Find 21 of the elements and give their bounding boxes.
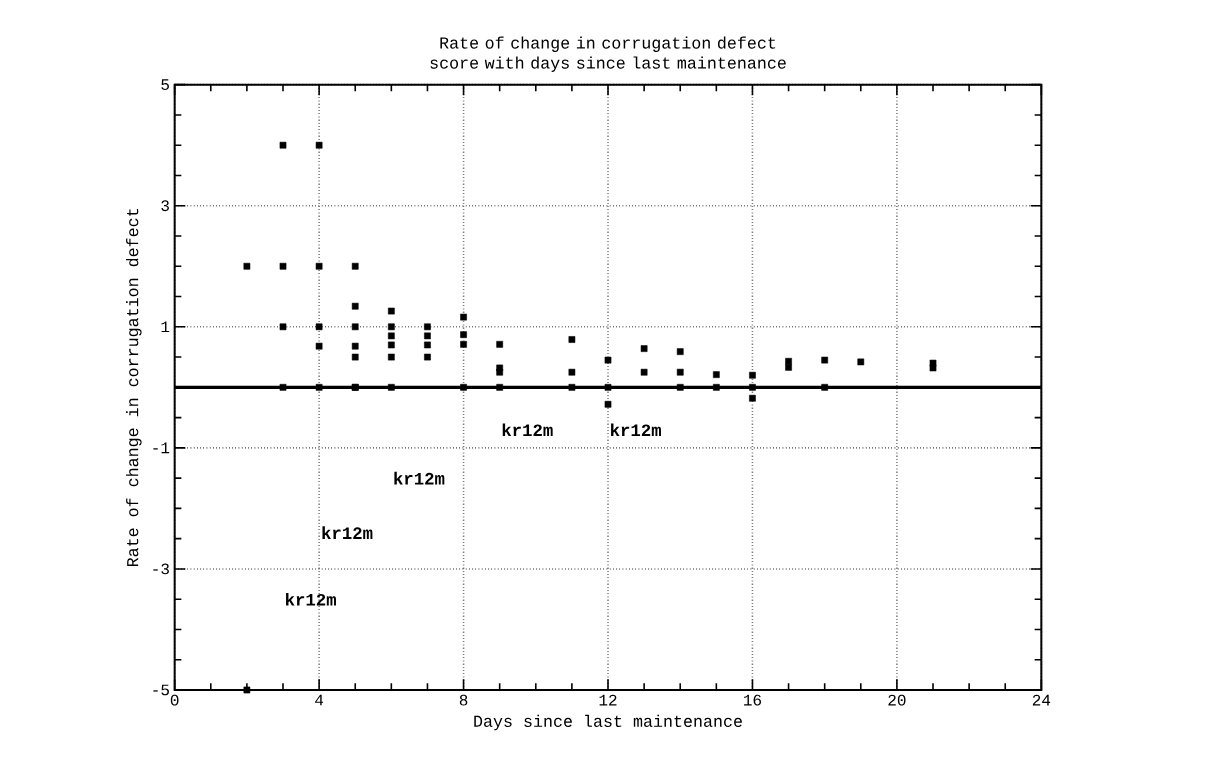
annotation: kr12m [286,592,336,606]
y-tick-label: -5 [153,684,169,696]
y-tick-label: 5 [161,79,169,91]
y-tick-label: -3 [153,563,169,575]
y-tick-label: 3 [161,200,169,212]
x-tick-label: 4 [315,694,324,706]
x-tick-label: 20 [888,694,906,706]
x-tick-label: 0 [170,694,179,706]
annotation: kr12m [611,423,661,436]
y-tick-label: 1 [161,321,170,333]
annotation: kr12m [394,471,445,485]
x-tick-label: 16 [744,694,761,706]
x-tick-label: 24 [1032,694,1051,706]
annotation: kr12m [322,526,373,539]
x-tick-label: 12 [599,694,617,706]
chart-title: Rate of change in corrugation defect score with days since last maintenance [430,36,786,72]
y-tick-label: -1 [153,442,170,454]
annotation: kr12m [502,423,553,436]
y-axis-title: Rate of change in corrugation defect [126,209,142,567]
x-axis-title: Days since last maintenance [474,714,742,731]
x-tick-label: 8 [459,694,468,706]
